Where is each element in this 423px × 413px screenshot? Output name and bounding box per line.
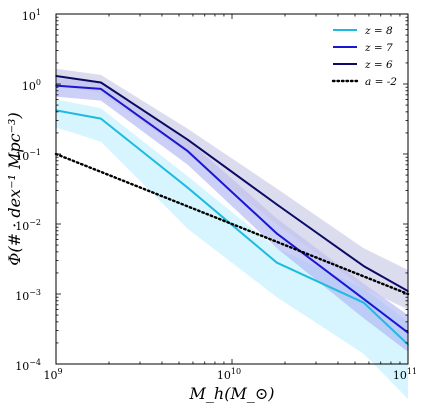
data-point-z-7 [100, 88, 102, 90]
band-z-6 [56, 68, 408, 310]
data-point-z-7 [276, 232, 278, 235]
y-tick-label: 10−1 [15, 148, 41, 163]
series-line-a-2 [54, 152, 410, 296]
x-tick-label: 1011 [393, 367, 417, 382]
data-point-z-8 [186, 186, 189, 189]
band-z-7 [56, 78, 408, 352]
data-point-z-8 [100, 117, 102, 120]
legend: z = 8 z = 7 z = 6 a = -2 [331, 25, 397, 88]
series-line-z-7 [55, 84, 409, 334]
data-point-z-6 [276, 203, 278, 206]
data-point-z-6 [362, 265, 365, 267]
data-point-z-6 [100, 81, 102, 84]
legend-label-a-2: a = -2 [365, 76, 397, 88]
data-point-z-7 [362, 298, 365, 300]
x-tick-label: 1010 [217, 367, 241, 382]
y-tick-label: 10−4 [15, 358, 41, 373]
x-axis-label: M_h(M_⊙) [189, 384, 275, 403]
legend-label-z-6: z = 6 [364, 59, 393, 71]
band-z-8 [56, 99, 408, 399]
legend-label-z-7: z = 7 [364, 42, 393, 54]
data-point-z-8 [276, 261, 278, 264]
series-lines [54, 75, 410, 346]
y-axis-label: Φ(# · dex⁻¹ Mpc⁻³) [5, 112, 24, 265]
y-tick-label: 100 [22, 78, 41, 93]
data-point-z-6 [186, 138, 189, 141]
series-line-z-6 [55, 75, 409, 292]
data-point-z-8 [362, 301, 365, 304]
data-point-z-7 [186, 150, 189, 152]
x-tick-label: 109 [43, 367, 62, 382]
axes: 109 1010 1011 10−4 10−3 10−2 10−1 100 101 [15, 8, 417, 382]
confidence-bands [56, 68, 408, 399]
y-tick-label: 10−2 [15, 218, 41, 233]
y-tick-label: 10−3 [15, 288, 41, 303]
y-tick-label: 101 [22, 8, 41, 23]
legend-label-z-8: z = 8 [364, 25, 393, 37]
